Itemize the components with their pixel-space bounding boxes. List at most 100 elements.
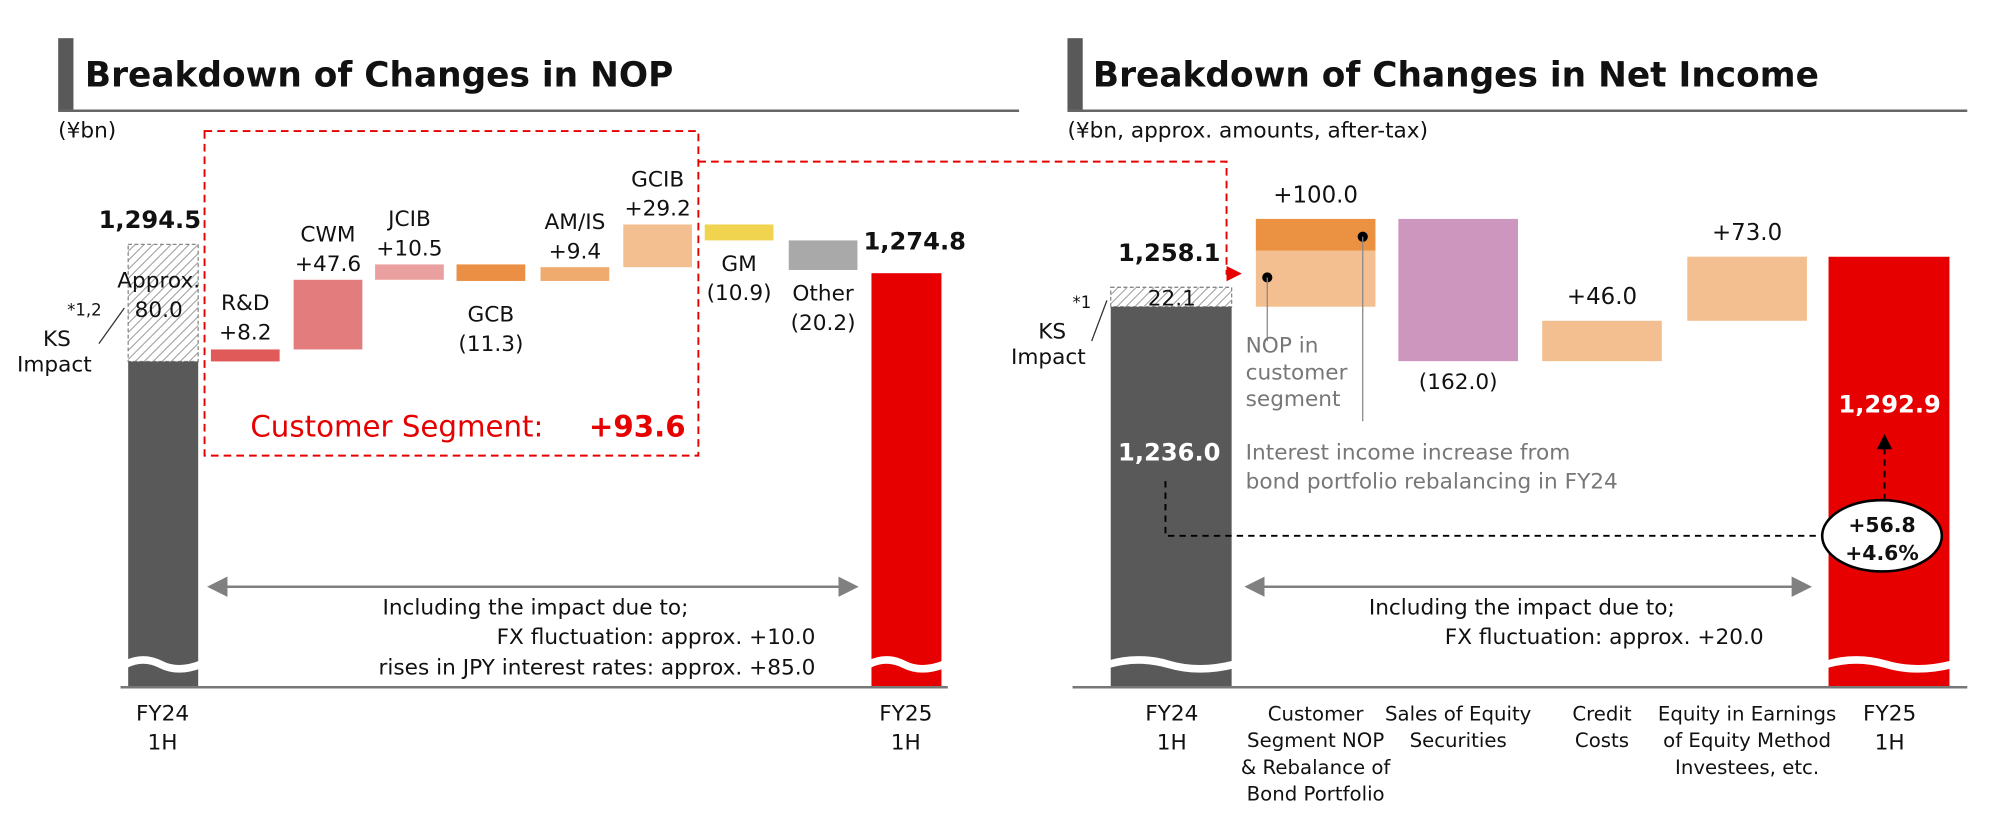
- data-label: (11.3): [458, 332, 523, 357]
- unit-label: (¥bn, approx. amounts, after-tax): [1067, 118, 1428, 143]
- x-tick-label: Bond Portfolio: [1247, 783, 1385, 806]
- end-value-label: 1,274.8: [863, 227, 965, 255]
- data-label: (10.9): [707, 281, 772, 306]
- bar-part-1: [1255, 218, 1376, 251]
- x-tick-label: Segment NOP: [1247, 729, 1384, 752]
- data-label: CWM: [300, 223, 355, 248]
- ks-impact-value-label: 80.0: [135, 298, 183, 323]
- data-label: GCB: [468, 303, 515, 328]
- nop-part-label: customer: [1246, 360, 1348, 385]
- net-income-panel: Breakdown of Changes in Net Income (¥bn,…: [1011, 38, 1968, 806]
- axis-break: [867, 656, 946, 673]
- bar-jcib: [375, 264, 444, 280]
- ks-impact-value-label: 22.1: [1148, 286, 1196, 311]
- x-tick-label: & Rebalance of: [1241, 756, 1392, 779]
- data-label: +29.2: [624, 197, 690, 222]
- x-tick-label: Equity in Earnings: [1658, 702, 1836, 725]
- ks-impact-bar: [127, 243, 199, 363]
- data-label: (20.2): [791, 311, 856, 336]
- start-bar: [1110, 306, 1232, 688]
- start-bar: [128, 361, 199, 688]
- base-value-label: 1,236.0: [1118, 439, 1220, 467]
- bar-part-0: [1255, 250, 1376, 307]
- data-label: Other: [792, 282, 854, 307]
- axis-break: [1107, 656, 1236, 673]
- note-line: rises in JPY interest rates: approx. +85…: [379, 656, 816, 681]
- bar-gcib: [623, 224, 692, 268]
- x-tick-label: Securities: [1410, 729, 1507, 752]
- axis-break: [123, 656, 203, 673]
- title-accent-bar: [58, 38, 74, 111]
- end-bar: [1828, 256, 1950, 688]
- x-tick-label: Sales of Equity: [1385, 702, 1532, 725]
- bar-step-1: [1398, 218, 1518, 362]
- axis-break: [1824, 656, 1953, 673]
- bar-step-3: [1687, 256, 1807, 321]
- data-label: GCIB: [631, 167, 684, 192]
- x-tick-label: of Equity Method: [1663, 729, 1831, 752]
- data-label: +9.4: [549, 239, 602, 264]
- chart-title: Breakdown of Changes in NOP: [85, 56, 673, 96]
- net-income-bars: [1107, 218, 1953, 688]
- note-line: Including the impact due to;: [1369, 596, 1675, 621]
- customer-segment-label: Customer Segment:: [250, 410, 543, 444]
- end-bar: [871, 273, 942, 688]
- callout-dot: [1262, 272, 1273, 283]
- start-value-label: 1,294.5: [99, 206, 201, 234]
- bar-gcb: [456, 264, 526, 281]
- data-label: +8.2: [219, 320, 272, 345]
- note-line: FX fluctuation: approx. +10.0: [497, 625, 816, 650]
- bond-part-label: Interest income increase from: [1246, 440, 1571, 465]
- x-tick-label: Investees, etc.: [1675, 756, 1819, 779]
- data-label: +10.5: [376, 237, 442, 262]
- data-label: (162.0): [1419, 370, 1498, 395]
- x-tick-label: FY25: [879, 701, 932, 726]
- ks-leader-line: [98, 307, 125, 345]
- ks-impact-label: KS: [1038, 320, 1066, 345]
- x-tick-label: Customer: [1268, 702, 1365, 725]
- end-value-label: 1,292.9: [1838, 390, 1940, 418]
- note-line: Including the impact due to;: [382, 596, 688, 621]
- bar-gm: [704, 224, 774, 241]
- ks-impact-label: KS: [43, 327, 71, 352]
- data-label: +47.6: [295, 252, 361, 277]
- data-label: GM: [721, 252, 756, 277]
- data-label: AM/IS: [544, 210, 605, 235]
- data-label: R&D: [221, 291, 270, 316]
- nop-part-label: NOP in: [1246, 334, 1319, 359]
- x-tick-label: FY25: [1863, 701, 1916, 726]
- ks-leader-line: [1091, 300, 1108, 342]
- x-tick-label: FY24: [136, 701, 189, 726]
- customer-segment-box: [203, 130, 700, 457]
- start-value-label: 1,258.1: [1118, 239, 1220, 267]
- ks-impact-label: Impact: [17, 353, 92, 378]
- x-tick-label: 1H: [1875, 731, 1905, 756]
- chart-title: Breakdown of Changes in Net Income: [1093, 56, 1819, 96]
- ks-footnote-label: *1: [1073, 293, 1092, 312]
- data-label: +100.0: [1273, 182, 1358, 208]
- x-tick-label: 1H: [148, 731, 178, 756]
- bar-rd: [210, 349, 280, 362]
- unit-label: (¥bn): [58, 118, 116, 143]
- nop-part-label: segment: [1246, 387, 1341, 412]
- data-label: +46.0: [1567, 284, 1637, 310]
- note-line: FX fluctuation: approx. +20.0: [1445, 625, 1764, 650]
- bond-part-label: bond portfolio rebalancing in FY24: [1246, 470, 1618, 495]
- bar-other: [788, 240, 858, 270]
- bar-cwm: [293, 279, 363, 350]
- ks-impact-label: Impact: [1011, 345, 1086, 370]
- x-tick-label: 1H: [1157, 731, 1187, 756]
- change-connector: [1164, 481, 1823, 537]
- x-tick-label: FY24: [1145, 701, 1198, 726]
- change-amount: +56.8: [1848, 513, 1915, 537]
- title-accent-bar: [1067, 38, 1083, 111]
- ks-footnote-label: *1,2: [67, 301, 102, 320]
- bar-amis: [540, 267, 610, 281]
- bar-step-2: [1542, 320, 1662, 362]
- change-percent: +4.6%: [1845, 541, 1919, 565]
- x-tick-label: Credit: [1572, 702, 1632, 725]
- data-label: JCIB: [386, 207, 431, 232]
- nop-panel: Breakdown of Changes in NOP (¥bn) 1,294.…: [17, 38, 1242, 756]
- ks-impact-value-label: Approx.: [117, 269, 200, 294]
